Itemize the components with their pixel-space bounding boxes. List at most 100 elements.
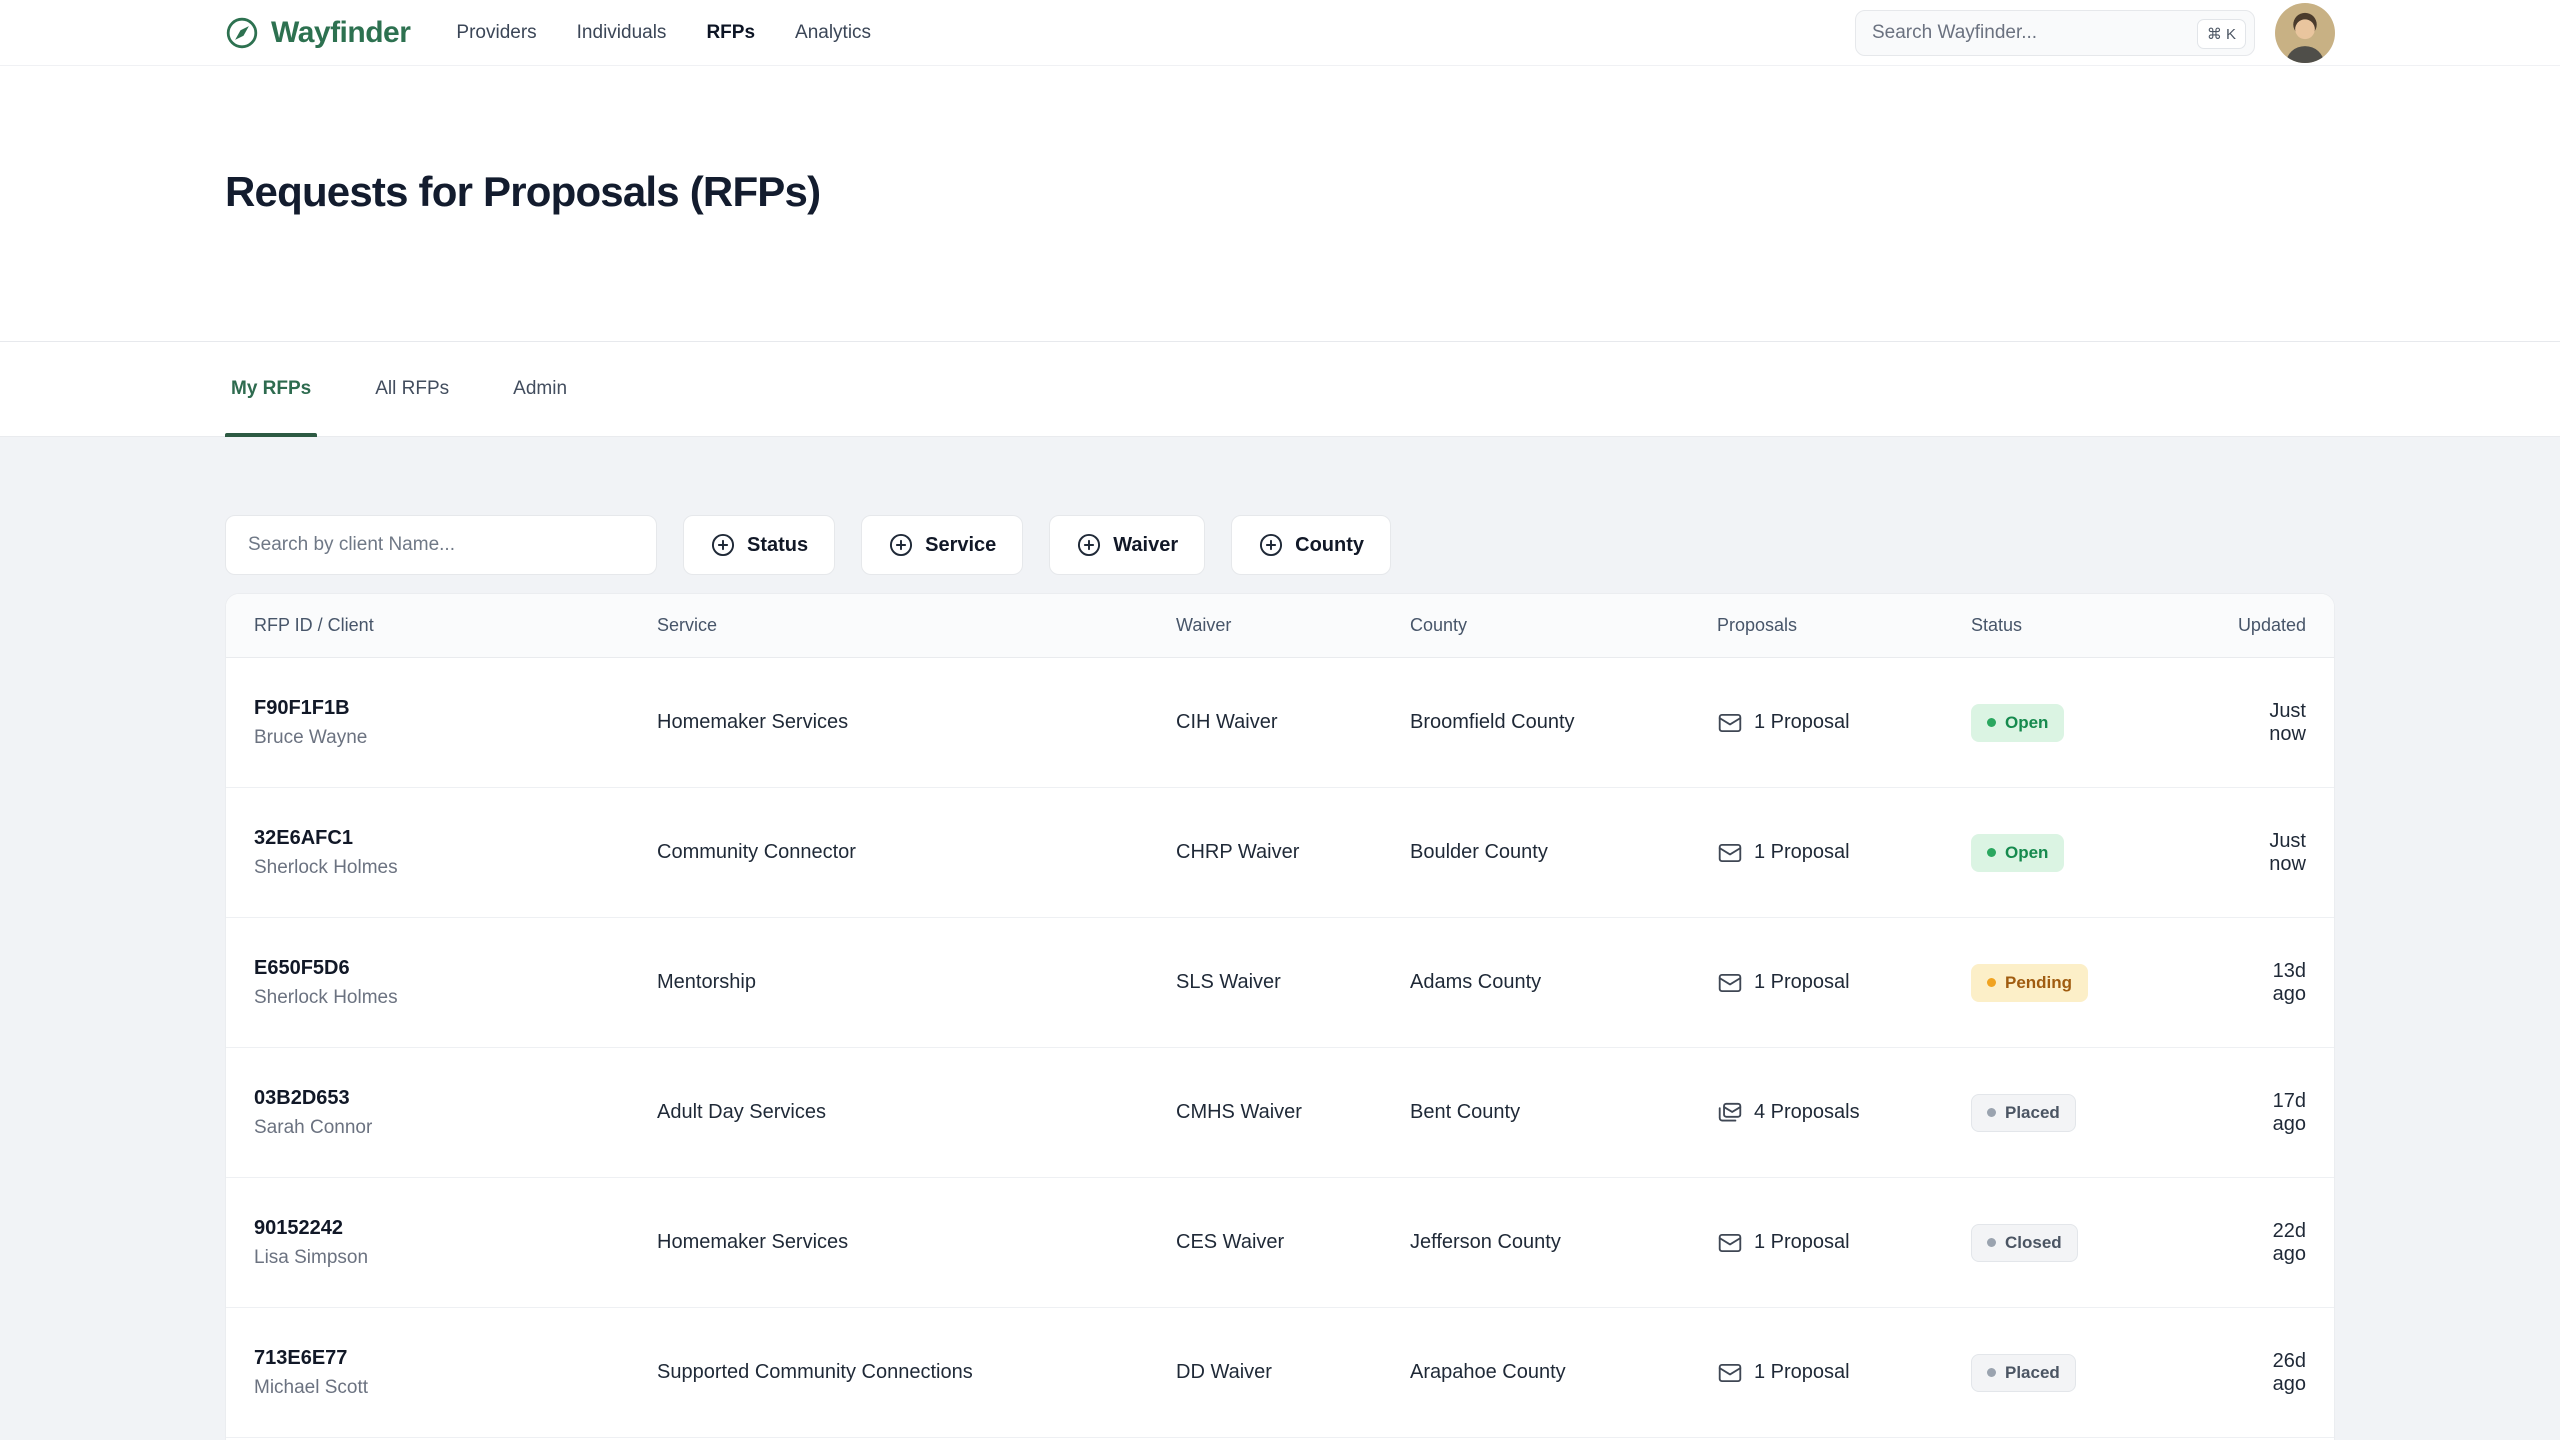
updated-cell: Just now: [2269, 829, 2306, 875]
waiver-cell: SLS Waiver: [1176, 971, 1281, 993]
updated-cell: 26d ago: [2272, 1349, 2306, 1395]
brand-logo[interactable]: Wayfinder: [225, 16, 411, 50]
rfp-id: 32E6AFC1: [254, 826, 353, 849]
nav-rfps[interactable]: RFPs: [706, 21, 756, 43]
table-row[interactable]: F90F1F1B Bruce Wayne Homemaker Services …: [226, 658, 2334, 788]
tab-label: All RFPs: [375, 378, 450, 399]
nav-individuals[interactable]: Individuals: [576, 21, 667, 43]
waiver-cell: CMHS Waiver: [1176, 1101, 1302, 1123]
updated-cell: 22d ago: [2272, 1219, 2306, 1265]
tab-label: Admin: [513, 378, 568, 399]
status-badge: Open: [1971, 703, 2065, 742]
filter-bar: Status Service Waiver County: [225, 515, 2335, 575]
filter-county-button[interactable]: County: [1231, 515, 1392, 575]
proposals-count: 1 Proposal: [1754, 1361, 1850, 1383]
column-header-service: Service: [657, 615, 718, 635]
column-header-proposals: Proposals: [1717, 615, 1798, 635]
rfp-id-client-cell: 713E6E77 Michael Scott: [254, 1347, 657, 1399]
updated-cell: Just now: [2269, 699, 2306, 745]
filter-label: Status: [747, 533, 809, 556]
global-search-input[interactable]: [1856, 10, 2254, 55]
top-navigation-bar: Wayfinder Providers Individuals RFPs Ana…: [0, 0, 2560, 66]
circle-plus-icon: [1078, 533, 1101, 557]
status-label: Placed: [2005, 1362, 2060, 1382]
mail-icon: [1718, 973, 1742, 992]
status-badge: Open: [1971, 833, 2065, 872]
status-cell: Open: [1971, 833, 2237, 872]
circle-plus-icon: [1260, 533, 1283, 557]
client-name: Sarah Connor: [254, 1116, 373, 1138]
client-name: Sherlock Holmes: [254, 856, 398, 878]
filter-status-button[interactable]: Status: [683, 515, 836, 575]
main-nav: Providers Individuals RFPs Analytics: [456, 22, 871, 44]
rfp-id-client-cell: 03B2D653 Sarah Connor: [254, 1087, 657, 1139]
table-header-row: RFP ID / Client Service Waiver County Pr…: [226, 594, 2334, 658]
global-search: ⌘ K: [1855, 9, 2255, 56]
client-name: Lisa Simpson: [254, 1246, 369, 1268]
service-cell: Supported Community Connections: [657, 1361, 973, 1383]
circle-plus-icon: [890, 533, 913, 557]
filter-service-button[interactable]: Service: [861, 515, 1024, 575]
keyboard-shortcut-badge: ⌘ K: [2196, 18, 2246, 49]
page-header: Requests for Proposals (RFPs): [0, 66, 2560, 341]
table-row[interactable]: 713E6E77 Michael Scott Supported Communi…: [226, 1308, 2334, 1438]
proposals-cell: 4 Proposals: [1717, 1100, 1971, 1126]
filter-label: County: [1295, 533, 1365, 556]
rfp-id-client-cell: F90F1F1B Bruce Wayne: [254, 697, 657, 749]
proposals-cell: 1 Proposal: [1717, 840, 1971, 866]
proposals-count: 1 Proposal: [1754, 711, 1850, 733]
status-label: Closed: [2005, 1232, 2062, 1252]
status-cell: Pending: [1971, 963, 2237, 1002]
rfp-id: 713E6E77: [254, 1346, 348, 1369]
nav-providers[interactable]: Providers: [456, 21, 537, 43]
column-header-rfp-id-client: RFP ID / Client: [254, 615, 374, 635]
status-label: Placed: [2005, 1102, 2060, 1122]
county-cell: Adams County: [1410, 971, 1542, 993]
rfp-id: 03B2D653: [254, 1086, 350, 1109]
compass-icon: [226, 17, 258, 48]
filter-label: Service: [925, 533, 997, 556]
county-cell: Bent County: [1410, 1101, 1521, 1123]
mail-icon: [1718, 713, 1742, 732]
tab-label: My RFPs: [231, 378, 312, 399]
updated-cell: 17d ago: [2272, 1089, 2306, 1135]
service-cell: Adult Day Services: [657, 1101, 826, 1123]
status-dot-icon: [1987, 1368, 1996, 1377]
table-row[interactable]: E650F5D6 Sherlock Holmes Mentorship SLS …: [226, 918, 2334, 1048]
waiver-cell: CIH Waiver: [1176, 711, 1278, 733]
page-title: Requests for Proposals (RFPs): [225, 168, 821, 215]
client-name: Sherlock Holmes: [254, 986, 398, 1008]
filter-waiver-button[interactable]: Waiver: [1049, 515, 1206, 575]
tab-all-rfps[interactable]: All RFPs: [369, 342, 455, 436]
status-badge: Placed: [1971, 1353, 2076, 1392]
status-cell: Open: [1971, 703, 2237, 742]
client-name: Bruce Wayne: [254, 726, 368, 748]
service-cell: Mentorship: [657, 971, 756, 993]
county-cell: Broomfield County: [1410, 711, 1575, 733]
rfp-id: F90F1F1B: [254, 696, 350, 719]
status-cell: Closed: [1971, 1223, 2237, 1262]
user-avatar[interactable]: [2275, 2, 2335, 63]
rfp-id-client-cell: 32E6AFC1 Sherlock Holmes: [254, 827, 657, 879]
service-cell: Homemaker Services: [657, 1231, 849, 1253]
mail-icon: [1718, 843, 1742, 862]
tab-admin[interactable]: Admin: [507, 342, 573, 436]
table-row[interactable]: 32E6AFC1 Sherlock Holmes Community Conne…: [226, 788, 2334, 918]
status-dot-icon: [1987, 978, 1996, 987]
mail-icon: [1718, 1233, 1742, 1252]
client-search-input[interactable]: [225, 515, 657, 575]
mails-stack-icon: [1718, 1102, 1742, 1122]
status-badge: Placed: [1971, 1093, 2076, 1132]
column-header-updated: Updated: [2237, 615, 2306, 635]
table-row[interactable]: 90152242 Lisa Simpson Homemaker Services…: [226, 1178, 2334, 1308]
status-badge: Closed: [1971, 1223, 2078, 1262]
rfp-id-client-cell: 90152242 Lisa Simpson: [254, 1217, 657, 1269]
proposals-cell: 1 Proposal: [1717, 710, 1971, 736]
proposals-count: 1 Proposal: [1754, 841, 1850, 863]
table-row[interactable]: 03B2D653 Sarah Connor Adult Day Services…: [226, 1048, 2334, 1178]
status-cell: Placed: [1971, 1353, 2237, 1392]
nav-analytics[interactable]: Analytics: [795, 21, 872, 43]
tab-my-rfps[interactable]: My RFPs: [225, 342, 318, 437]
waiver-cell: CES Waiver: [1176, 1231, 1285, 1253]
